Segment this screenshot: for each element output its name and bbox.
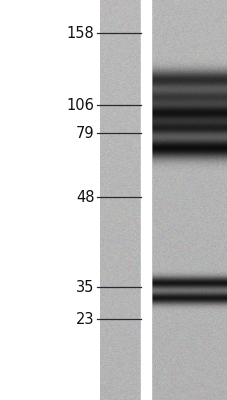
Text: 158: 158 [66,26,94,40]
Text: 35: 35 [76,280,94,294]
Text: 79: 79 [75,126,94,140]
Text: 106: 106 [66,98,94,112]
Text: 23: 23 [76,312,94,326]
Text: 48: 48 [76,190,94,204]
